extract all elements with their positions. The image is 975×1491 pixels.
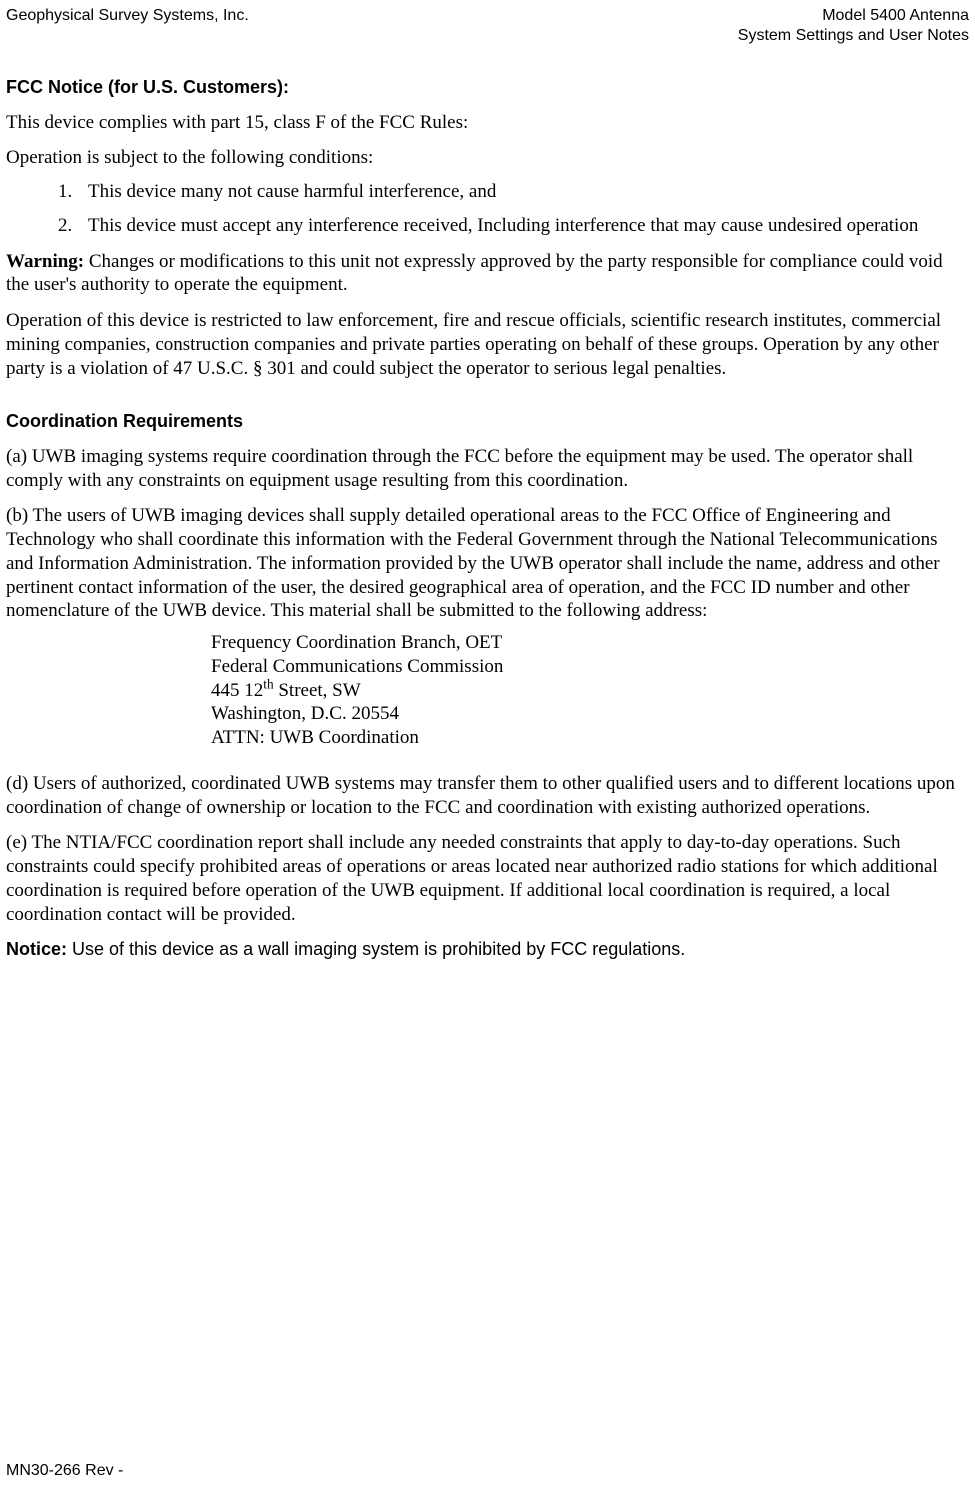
addr-line-4: Washington, D.C. 20554	[211, 702, 969, 726]
list-number: 2.	[58, 214, 72, 238]
coord-para-a: (a) UWB imaging systems require coordina…	[6, 445, 969, 493]
warning-label: Warning:	[6, 251, 84, 272]
coord-notice: Notice: Use of this device as a wall ima…	[6, 938, 969, 961]
coord-para-b: (b) The users of UWB imaging devices sha…	[6, 504, 969, 623]
coord-para-e: (e) The NTIA/FCC coordination report sha…	[6, 831, 969, 926]
header-right: Model 5400 Antenna System Settings and U…	[738, 6, 969, 46]
addr-line-1: Frequency Coordination Branch, OET	[211, 631, 969, 655]
fcc-warning: Warning: Changes or modifications to thi…	[6, 250, 969, 298]
coord-para-d: (d) Users of authorized, coordinated UWB…	[6, 772, 969, 820]
fcc-condition-2: 2. This device must accept any interfere…	[88, 214, 969, 238]
fcc-para-compliance: This device complies with part 15, class…	[6, 111, 969, 135]
fcc-condition-1: 1. This device many not cause harmful in…	[88, 180, 969, 204]
list-item-text: This device many not cause harmful inter…	[88, 181, 496, 202]
addr-line-3-post: Street, SW	[274, 680, 361, 701]
addr-line-3: 445 12th Street, SW	[211, 679, 969, 703]
header-right-line2: System Settings and User Notes	[738, 26, 969, 46]
addr-line-2: Federal Communications Commission	[211, 655, 969, 679]
list-number: 1.	[58, 180, 72, 204]
header-left: Geophysical Survey Systems, Inc.	[6, 6, 249, 26]
warning-text: Changes or modifications to this unit no…	[6, 251, 943, 296]
addr-line-3-pre: 445 12	[211, 680, 263, 701]
fcc-heading: FCC Notice (for U.S. Customers):	[6, 76, 969, 99]
header-right-line1: Model 5400 Antenna	[738, 6, 969, 26]
fcc-para-operation: Operation is subject to the following co…	[6, 146, 969, 170]
fcc-restriction-para: Operation of this device is restricted t…	[6, 309, 969, 380]
notice-label: Notice:	[6, 939, 67, 959]
list-item-text: This device must accept any interference…	[88, 215, 918, 236]
notice-text: Use of this device as a wall imaging sys…	[67, 939, 685, 959]
fcc-conditions-list: 1. This device many not cause harmful in…	[6, 180, 969, 238]
page-footer: MN30-266 Rev -	[6, 1461, 123, 1481]
coord-address: Frequency Coordination Branch, OET Feder…	[211, 631, 969, 750]
coord-heading: Coordination Requirements	[6, 410, 969, 433]
page-header: Geophysical Survey Systems, Inc. Model 5…	[6, 6, 969, 46]
addr-line-5: ATTN: UWB Coordination	[211, 726, 969, 750]
page: Geophysical Survey Systems, Inc. Model 5…	[0, 0, 975, 1491]
addr-line-3-sup: th	[263, 676, 273, 691]
